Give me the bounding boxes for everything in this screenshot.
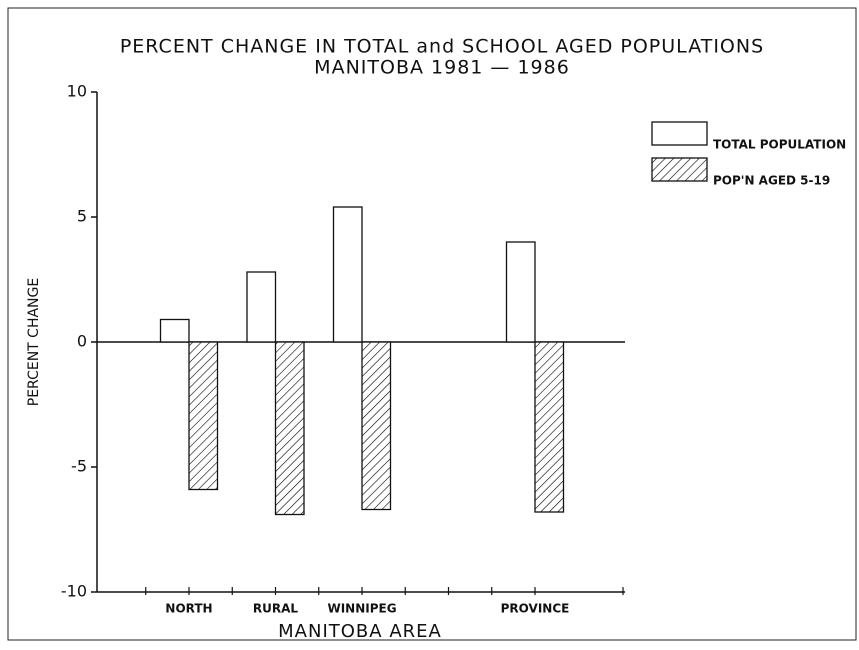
- chart-title: PERCENT CHANGE IN TOTAL and SCHOOL AGED …: [120, 36, 764, 58]
- bar: [361, 341, 392, 511]
- chart-subtitle: MANITOBA 1981 — 1986: [314, 57, 570, 79]
- bar: [246, 271, 277, 343]
- bar: [534, 341, 565, 513]
- y-tick-label: -10: [61, 582, 87, 601]
- y-tick-label: 0: [77, 332, 87, 351]
- x-tick-label: PROVINCE: [501, 602, 570, 616]
- y-tick-label: 5: [77, 207, 87, 226]
- y-tick-label: -5: [71, 457, 87, 476]
- x-axis-label: MANITOBA AREA: [278, 621, 442, 642]
- x-tick-label: WINNIPEG: [327, 602, 396, 616]
- frame: [7, 7, 857, 641]
- x-tick-label: NORTH: [165, 602, 212, 616]
- bar: [188, 341, 219, 491]
- bar: [332, 206, 363, 343]
- bar: [505, 241, 536, 343]
- y-axis-label: PERCENT CHANGE: [26, 278, 42, 406]
- x-tick-label: RURAL: [253, 602, 299, 616]
- legend-label: POP'N AGED 5-19: [713, 174, 830, 188]
- bar: [274, 341, 305, 516]
- legend-swatch: [651, 157, 708, 182]
- bar: [159, 318, 190, 343]
- legend-label: TOTAL POPULATION: [713, 138, 846, 152]
- y-tick-label: 10: [67, 82, 87, 101]
- legend-swatch: [651, 121, 708, 146]
